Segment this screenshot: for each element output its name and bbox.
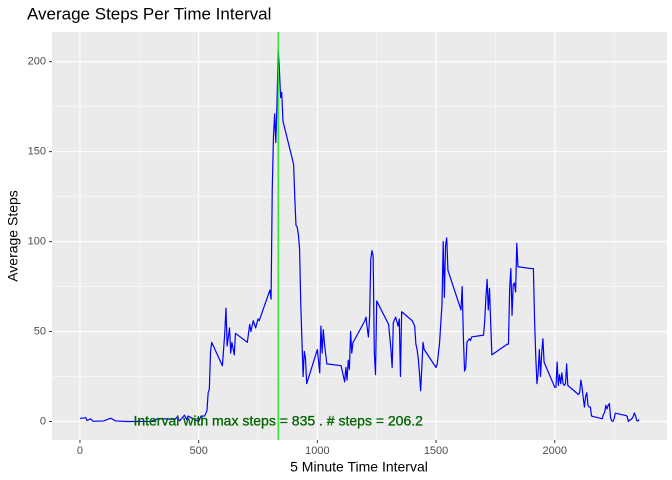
line <box>79 49 640 423</box>
y-tick-label: 50 <box>34 325 46 337</box>
y-tick-label: 150 <box>28 146 46 158</box>
annotation: Interval with max steps = 835 . # steps … <box>133 413 423 429</box>
x-tick-label: 1500 <box>424 445 448 457</box>
chart-title: Average Steps Per Time Interval <box>27 4 271 23</box>
panel <box>52 32 667 440</box>
marks: Interval with max steps = 835 . # steps … <box>79 32 640 440</box>
y-axis-label: Average Steps <box>5 190 21 282</box>
x-tick-label: 0 <box>77 445 83 457</box>
grid <box>52 32 667 440</box>
x-tick-label: 1000 <box>305 445 329 457</box>
y-tick-label: 200 <box>28 56 46 68</box>
y-tick-label: 0 <box>40 415 46 427</box>
x-axis-label: 5 Minute Time Interval <box>290 459 428 475</box>
x-tick-label: 2000 <box>543 445 567 457</box>
y-tick-label: 100 <box>28 235 46 247</box>
x-tick-label: 500 <box>189 445 207 457</box>
